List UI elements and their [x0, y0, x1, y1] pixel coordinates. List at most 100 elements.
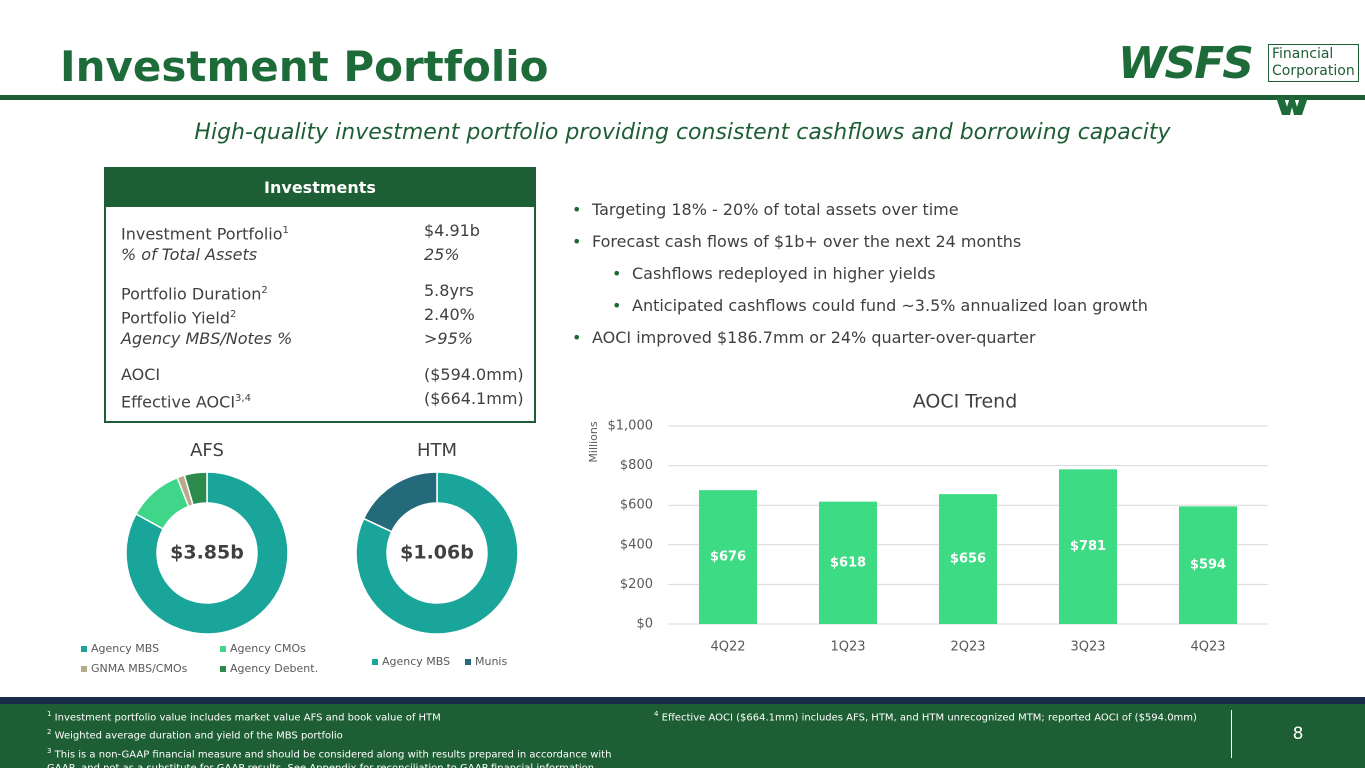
legend-label: Agency MBS — [382, 655, 450, 668]
footnotes: 4 Effective AOCI ($664.1mm) includes AFS… — [654, 707, 1234, 725]
footnote-text: Weighted average duration and yield of t… — [54, 730, 343, 742]
footnote: 1 Investment portfolio value includes ma… — [47, 707, 637, 725]
footnote-mark: 3 — [47, 746, 52, 755]
legend-label: GNMA MBS/CMOs — [91, 662, 188, 675]
footnote: 3 This is a non-GAAP financial measure a… — [47, 744, 637, 768]
superscript: 3,4 — [235, 393, 251, 404]
table-row: Agency MBS/Notes % >95% — [106, 327, 534, 351]
label-text: Effective AOCI — [121, 392, 236, 412]
row-label: Portfolio Duration2 — [121, 279, 268, 306]
y-tick-label: $0 — [636, 617, 653, 632]
page-number: 8 — [1292, 724, 1304, 744]
donut-segment — [362, 471, 438, 533]
row-group: Portfolio Duration2 5.8yrs Portfolio Yield… — [106, 279, 534, 351]
charts: AFS Agency MBS Agency CMOs GNMA MBS/CMOs Age… — [81, 391, 1268, 675]
footnotes: 1 Investment portfolio value includes ma… — [47, 707, 637, 768]
y-tick-label: $400 — [620, 537, 653, 552]
bar — [699, 490, 757, 624]
header-rule — [0, 95, 1365, 100]
footnote: 2 Weighted average duration and yield of… — [47, 725, 637, 743]
label-text: % of Total Assets — [121, 245, 258, 264]
table-row: Portfolio Yield2 2.40% — [106, 303, 534, 327]
label-text: Agency MBS/Notes % — [121, 329, 293, 348]
y-axis-label: Millions — [587, 421, 600, 462]
table-header: Investments — [106, 169, 534, 207]
donut-segment — [355, 471, 519, 635]
donut-segment — [183, 471, 208, 506]
legend-swatch — [465, 659, 471, 665]
label-text: Portfolio Duration — [121, 284, 262, 304]
bar — [939, 494, 997, 624]
footnote-mark: 2 — [47, 728, 52, 737]
chart-title: HTM — [417, 440, 457, 461]
row-value: ($664.1mm) — [424, 389, 524, 408]
chart-title: AFS — [190, 440, 224, 461]
footnote-text: Investment portfolio value includes mark… — [54, 712, 441, 724]
value-label: $781 — [1070, 539, 1106, 554]
table-body: Investment Portfolio1 $4.91b % of Total As… — [106, 219, 534, 411]
bullet: Targeting 18% - 20% of total assets over… — [572, 198, 1292, 230]
x-tick-label: 3Q23 — [1070, 640, 1105, 655]
logo: WSFS — [1118, 38, 1254, 89]
row-group: Investment Portfolio1 $4.91b % of Total As… — [106, 219, 534, 267]
row-label: Effective AOCI3,4 — [121, 387, 251, 414]
investments-table: Investments Investment Portfolio1 $4.91b%… — [104, 167, 536, 423]
donut-segment — [125, 471, 289, 635]
legend-swatch — [81, 666, 87, 672]
table-row: AOCI ($594.0mm) — [106, 363, 534, 387]
row-label: Agency MBS/Notes % — [121, 327, 292, 351]
superscript: 2 — [230, 309, 237, 320]
footnote-mark: 4 — [654, 710, 659, 718]
row-value: ($594.0mm) — [424, 365, 524, 384]
chart-title: AOCI Trend — [913, 391, 1018, 413]
value-label: $676 — [710, 550, 746, 565]
footnote: 4 Effective AOCI ($664.1mm) includes AFS… — [654, 707, 1234, 725]
row-group: AOCI ($594.0mm) Effective AOCI3,4 ($664.1mm… — [106, 363, 534, 411]
bullet-list: Targeting 18% - 20% of total assets over… — [572, 198, 1292, 358]
legend-swatch — [220, 646, 226, 652]
legend-swatch — [220, 666, 226, 672]
label-text: Investment Portfolio — [121, 224, 283, 244]
table-row: % of Total Assets 25% — [106, 243, 534, 267]
logo-line: Corporation — [1272, 63, 1355, 79]
x-tick-label: 1Q23 — [830, 640, 865, 655]
bar — [1059, 469, 1117, 624]
center-label: $1.06b — [400, 542, 474, 564]
row-label: % of Total Assets — [121, 243, 257, 267]
y-tick-label: $200 — [620, 577, 653, 592]
row-value: 5.8yrs — [424, 281, 474, 300]
legend-swatch — [81, 646, 87, 652]
legend-label: Agency MBS — [91, 642, 159, 655]
bullet: Anticipated cashflows could fund ~3.5% a… — [612, 294, 1292, 326]
legend-label: Munis — [475, 655, 507, 668]
row-value: $4.91b — [424, 221, 480, 240]
value-label: $618 — [830, 555, 866, 570]
table-row: Investment Portfolio1 $4.91b — [106, 219, 534, 243]
value-label: $594 — [1190, 558, 1226, 573]
logo-line: Financial — [1272, 46, 1334, 62]
table-row: Portfolio Duration2 5.8yrs — [106, 279, 534, 303]
y-tick-label: $600 — [620, 498, 653, 513]
row-value: 2.40% — [424, 305, 475, 324]
x-tick-label: 2Q23 — [950, 640, 985, 655]
bullet: Forecast cash flows of $1b+ over the nex… — [572, 230, 1292, 262]
superscript: 2 — [261, 285, 268, 296]
footer-rule — [0, 697, 1365, 704]
center-label: $3.85b — [170, 542, 244, 564]
y-tick-label: $1,000 — [608, 419, 654, 434]
legend-swatch — [372, 659, 378, 665]
value-label: $656 — [950, 552, 986, 567]
divider — [1231, 710, 1232, 758]
bullet: Cashflows redeployed in higher yields — [612, 262, 1292, 294]
footnote-mark: 1 — [47, 710, 52, 718]
superscript: 1 — [282, 225, 289, 236]
row-value: 25% — [424, 245, 460, 264]
table-row: Effective AOCI3,4 ($664.1mm) — [106, 387, 534, 411]
label-text: AOCI — [121, 365, 161, 384]
bar — [1179, 506, 1237, 624]
subtitle: High-quality investment portfolio provid… — [194, 120, 1171, 145]
footnote-text: This is a non-GAAP financial measure and… — [47, 748, 612, 768]
row-label: AOCI — [121, 363, 160, 387]
x-tick-label: 4Q23 — [1190, 640, 1225, 655]
